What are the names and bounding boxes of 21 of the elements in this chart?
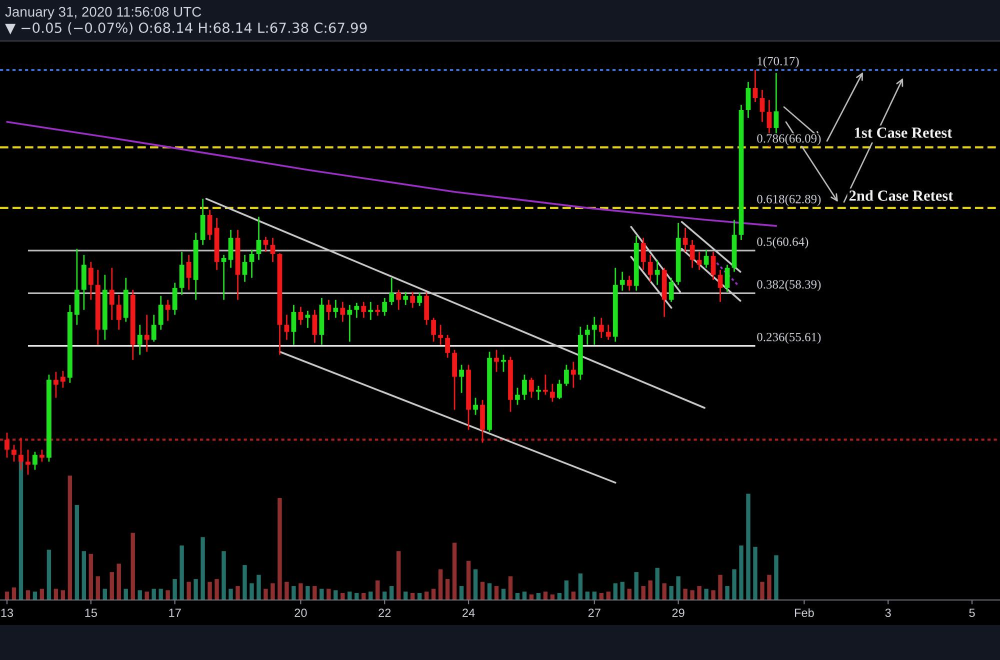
ref-line-label: 0.236(55.61) — [757, 332, 821, 344]
x-tick-label: 29 — [672, 608, 684, 618]
ref-line-label: 0.786(66.09) — [757, 134, 821, 146]
text: ▼ −0.05 (−0.07%) O:68.14 H:68.14 L:67.38 C:67.99 — [5, 22, 367, 35]
x-tick-label: 15 — [85, 608, 97, 618]
annotation: 2nd Case Retest — [849, 190, 954, 201]
ref-line-label: 0.5(60.64) — [757, 237, 808, 248]
x-tick-label: 13 — [1, 608, 14, 618]
x-tick-label: 3 — [885, 608, 891, 618]
x-tick-label: 5 — [969, 608, 975, 618]
x-tick-label: 20 — [294, 608, 307, 618]
ref-line-label: 0.618(62.89) — [757, 194, 821, 206]
x-tick-label: 24 — [462, 608, 475, 617]
ref-line-label: 0.382(58.39) — [757, 280, 821, 292]
annotation: 1st Case Retest — [855, 128, 952, 138]
x-tick-label: 22 — [378, 608, 391, 617]
text: January 31, 2020 11:56:08 UTC — [5, 6, 202, 20]
ref-line-label: 1(70.17) — [758, 56, 799, 68]
x-tick-label: 27 — [588, 608, 600, 617]
x-tick-label: 17 — [169, 608, 181, 617]
x-tick-label: Feb — [794, 608, 814, 618]
